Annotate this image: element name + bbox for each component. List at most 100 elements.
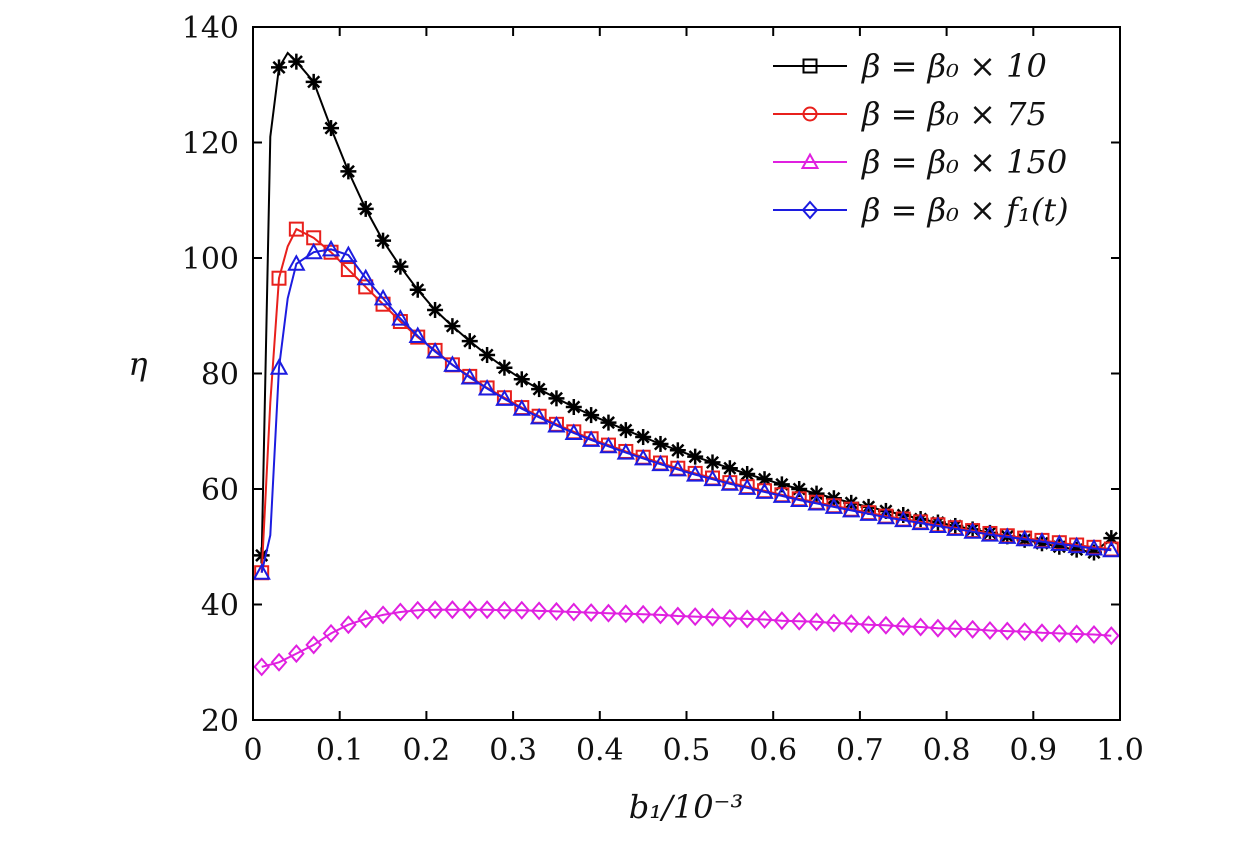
black-star-series-point bbox=[721, 460, 738, 477]
black-star-series-point bbox=[427, 301, 444, 318]
magenta-diamond-series-point bbox=[357, 609, 375, 629]
magenta-diamond-series-point bbox=[1016, 622, 1033, 642]
x-tick-label: 0.5 bbox=[663, 733, 711, 768]
y-tick-label: 40 bbox=[201, 589, 239, 624]
black-star-series-point bbox=[357, 200, 374, 217]
legend-marker bbox=[801, 200, 819, 220]
magenta-diamond-series-point bbox=[842, 614, 860, 634]
magenta-diamond-series-point bbox=[617, 604, 635, 624]
magenta-diamond-series-point bbox=[808, 612, 825, 632]
magenta-diamond-series-point bbox=[340, 615, 357, 635]
magenta-diamond-series-point bbox=[860, 615, 877, 635]
magenta-diamond-series-point bbox=[721, 608, 739, 628]
red-square-series-point bbox=[271, 270, 287, 286]
blue-triangle-series-point bbox=[581, 430, 601, 447]
black-star-series-point bbox=[288, 53, 305, 70]
blue-triangle-series-point bbox=[668, 459, 688, 477]
x-tick-label: 0.1 bbox=[316, 733, 364, 768]
blue-triangle-series-point bbox=[529, 407, 549, 425]
magenta-diamond-series-point bbox=[704, 607, 721, 627]
blue-triangle-series-point bbox=[755, 482, 774, 499]
black-star-series-point bbox=[704, 454, 721, 471]
magenta-diamond-series-point bbox=[478, 600, 496, 620]
blue-triangle-series-point bbox=[876, 507, 896, 525]
blue-triangle-series-point bbox=[1015, 529, 1034, 547]
x-tick-label: 0.2 bbox=[403, 733, 451, 768]
blue-triangle-series-point bbox=[946, 519, 965, 536]
blue-triangle-series-point bbox=[807, 493, 826, 511]
magenta-diamond-series-point bbox=[946, 619, 964, 639]
magenta-diamond-series-point bbox=[825, 613, 843, 633]
black-star-series-point bbox=[600, 414, 617, 431]
magenta-diamond-series-point bbox=[582, 603, 600, 623]
legend-entry: β = β₀ × f₁(t) bbox=[773, 191, 1069, 229]
blue-triangle-series-point bbox=[998, 527, 1017, 544]
magenta-diamond-series-point bbox=[1068, 624, 1085, 644]
magenta-diamond-series-point bbox=[634, 604, 652, 624]
magenta-diamond-series-point bbox=[1085, 625, 1103, 645]
magenta-diamond-series-point bbox=[998, 621, 1016, 641]
y-tick-label: 60 bbox=[201, 473, 239, 508]
legend-marker bbox=[802, 106, 818, 122]
blue-triangle-series-point bbox=[512, 399, 531, 416]
blue-triangle-series-point bbox=[824, 497, 844, 514]
blue-triangle-series-point bbox=[425, 341, 445, 359]
black-star-series-point bbox=[409, 281, 426, 298]
black-star-series-point bbox=[652, 435, 669, 452]
blue-triangle-series-point bbox=[1032, 531, 1052, 549]
red-square-series-point bbox=[410, 329, 426, 345]
black-star-series-point bbox=[635, 429, 652, 446]
magenta-diamond-series-point bbox=[305, 635, 323, 655]
blue-triangle-series-point bbox=[391, 309, 410, 326]
magenta-diamond-series bbox=[253, 600, 1120, 677]
magenta-diamond-series-point bbox=[513, 600, 531, 620]
blue-triangle-series-point bbox=[651, 454, 670, 472]
blue-triangle-series-point bbox=[287, 254, 306, 271]
magenta-diamond-series-point bbox=[374, 605, 392, 625]
magenta-diamond-series-point bbox=[773, 611, 791, 631]
legend-marker bbox=[802, 58, 818, 74]
legend: β = β₀ × 10 β = β₀ × 75 β = β₀ × 150 β = β₀… bbox=[773, 47, 1069, 229]
magenta-diamond-series-point bbox=[1103, 626, 1120, 646]
y-tick-label: 20 bbox=[201, 704, 239, 739]
black-star-series-point bbox=[271, 59, 288, 76]
magenta-diamond-series-point bbox=[669, 606, 687, 626]
x-tick-label: 0.9 bbox=[1009, 733, 1057, 768]
blue-triangle-series-point bbox=[685, 465, 705, 482]
blue-triangle-series-point bbox=[373, 288, 393, 306]
magenta-diamond-series-line bbox=[261, 608, 1112, 668]
blue-triangle-series-point bbox=[495, 389, 514, 406]
blue-triangle-series-point bbox=[252, 563, 271, 580]
black-star-series-point bbox=[392, 258, 409, 275]
blue-triangle-series-point bbox=[616, 443, 636, 460]
magenta-diamond-series-point bbox=[409, 600, 427, 620]
magenta-diamond-series-point bbox=[790, 611, 808, 631]
magenta-diamond-series-point bbox=[981, 620, 999, 641]
blue-triangle-series-point bbox=[980, 525, 1000, 542]
magenta-diamond-series-point bbox=[912, 617, 929, 637]
blue-triangle-series-point bbox=[443, 355, 462, 372]
black-star-series-point bbox=[617, 422, 634, 439]
black-star-series-point bbox=[669, 442, 686, 459]
magenta-diamond-series-point bbox=[964, 619, 981, 639]
legend-entry: β = β₀ × 150 bbox=[773, 143, 1067, 181]
magenta-diamond-series-point bbox=[530, 601, 548, 621]
black-star-series-point bbox=[340, 163, 357, 180]
blue-triangle-series-point bbox=[547, 415, 566, 433]
legend-label: β = β₀ × f₁(t) bbox=[861, 191, 1069, 229]
y-tick-label: 120 bbox=[182, 127, 239, 162]
blue-triangle-series bbox=[252, 239, 1121, 580]
black-star-series-point bbox=[479, 347, 496, 364]
blue-triangle-series-point bbox=[599, 436, 618, 454]
blue-triangle-series-point bbox=[633, 448, 653, 466]
blue-triangle-series-point bbox=[963, 522, 982, 539]
x-tick-label: 0.6 bbox=[749, 733, 797, 768]
black-star-series-point bbox=[548, 390, 565, 407]
blue-triangle-series-point bbox=[703, 469, 722, 487]
magenta-diamond-series-point bbox=[565, 602, 583, 622]
blue-triangle-series-point bbox=[911, 513, 930, 531]
red-square-series-point bbox=[288, 221, 304, 237]
magenta-diamond-series-point bbox=[877, 615, 895, 635]
